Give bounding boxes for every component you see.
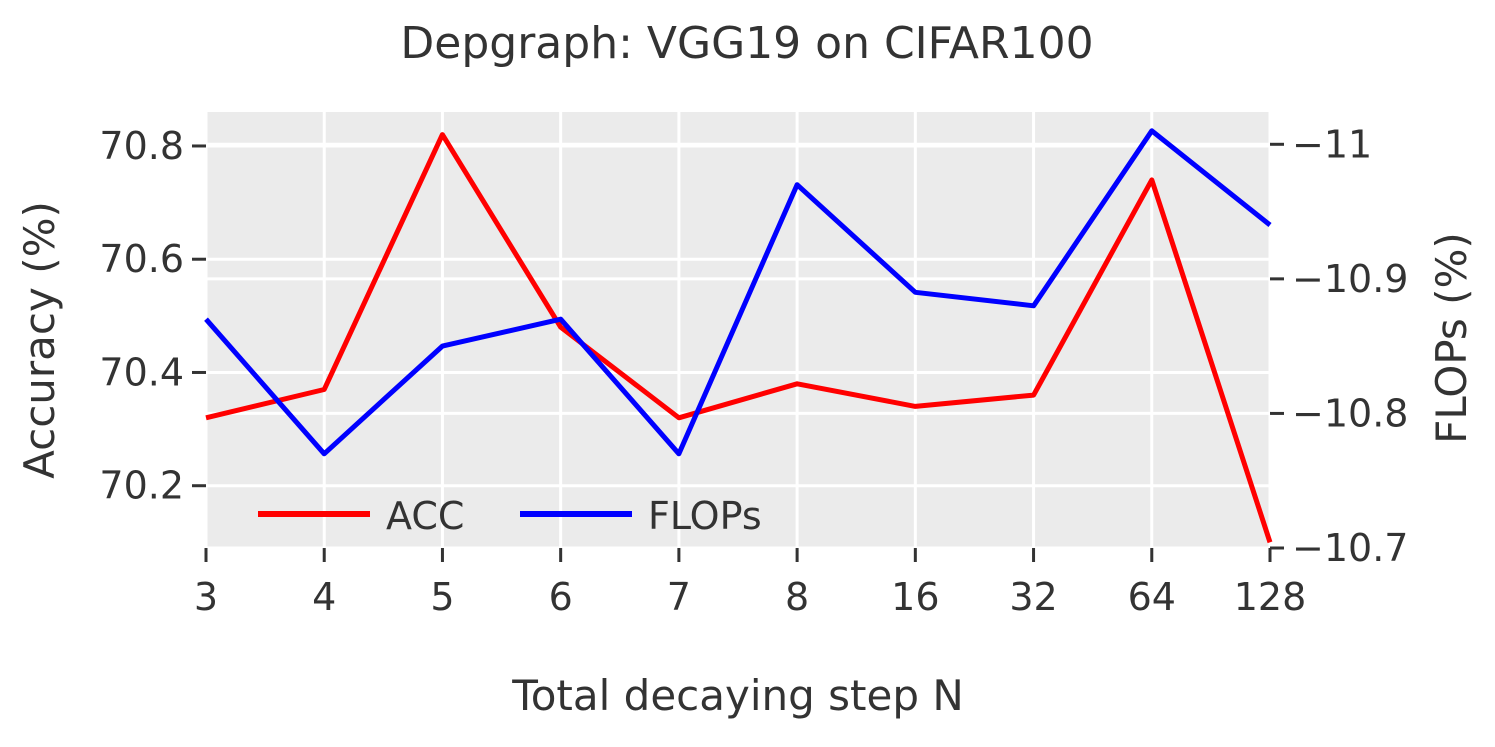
y-axis-title-left: Accuracy (%): [15, 201, 64, 479]
x-axis-title: Total decaying step N: [511, 671, 964, 720]
plot-area: [206, 112, 1270, 548]
series-line-flops: [204, 128, 1272, 457]
x-tick-label: 5: [430, 575, 454, 619]
y-tick-label-right: −10.7: [1292, 526, 1408, 570]
y-tick-label-right: −10.9: [1292, 257, 1408, 301]
legend: ACC FLOPs: [258, 494, 762, 538]
y-tick-label-left: 70.2: [99, 464, 184, 508]
chart-title: Depgraph: VGG19 on CIFAR100: [400, 18, 1093, 69]
legend-label-acc: ACC: [386, 494, 464, 538]
tick-labels: 3 4 5 6 7 8 16 32 64 128 70.2 70.4 70.6 70.8 −11 −10.9 −…: [99, 122, 1408, 619]
x-tick-label: 64: [1128, 575, 1176, 619]
y-axis-title-right: FLOPs (%): [1427, 232, 1476, 444]
x-tick-label: 6: [549, 575, 573, 619]
x-tick-label: 128: [1234, 575, 1307, 619]
axes: [192, 142, 1284, 562]
y-tick-label-left: 70.4: [99, 350, 184, 394]
x-tick-label: 7: [667, 575, 691, 619]
series-line-acc: [205, 132, 1273, 544]
legend-label-flops: FLOPs: [648, 494, 762, 538]
x-tick-label: 32: [1009, 575, 1057, 619]
series-lines: [204, 128, 1273, 544]
y-tick-label-right: −11: [1292, 122, 1372, 166]
y-tick-label-left: 70.8: [99, 124, 184, 168]
x-tick-label: 4: [312, 575, 336, 619]
x-tick-label: 3: [194, 575, 218, 619]
y-tick-label-right: −10.8: [1292, 391, 1408, 435]
x-tick-label: 8: [785, 575, 809, 619]
x-tick-label: 16: [891, 575, 939, 619]
y-tick-label-left: 70.6: [99, 237, 184, 281]
